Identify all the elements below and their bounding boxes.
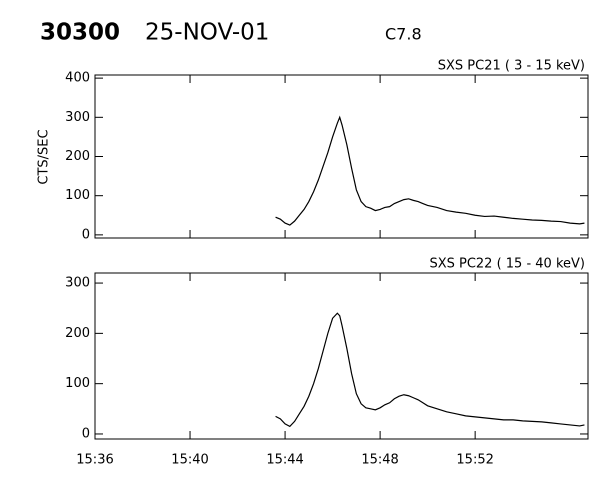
y-axis-label: CTS/SEC bbox=[37, 129, 52, 184]
chart-title: 30300 bbox=[40, 20, 120, 46]
plot-frame bbox=[94, 272, 589, 440]
data-line bbox=[275, 312, 585, 428]
y-tick-label: 400 bbox=[65, 71, 90, 86]
y-tick-label: 300 bbox=[65, 110, 90, 125]
y-tick-label: 100 bbox=[65, 188, 90, 203]
chart-subtitle: 25-NOV-01 bbox=[145, 20, 269, 46]
x-tick-label: 15:36 bbox=[76, 453, 113, 468]
annotation: C7.8 bbox=[385, 25, 422, 44]
y-tick-label: 200 bbox=[65, 326, 90, 341]
y-tick-label: 0 bbox=[82, 426, 90, 441]
x-tick-label: 15:40 bbox=[171, 453, 208, 468]
data-line bbox=[275, 115, 585, 226]
x-tick-label: 15:44 bbox=[266, 453, 303, 468]
x-tick-label: 15:48 bbox=[361, 453, 398, 468]
series-label: SXS PC22 ( 15 - 40 keV) bbox=[429, 257, 585, 272]
series-label: SXS PC21 ( 3 - 15 keV) bbox=[438, 59, 585, 74]
y-tick-label: 200 bbox=[65, 149, 90, 164]
y-tick-label: 300 bbox=[65, 276, 90, 291]
x-tick-label: 15:52 bbox=[456, 453, 493, 468]
y-tick-label: 100 bbox=[65, 376, 90, 391]
y-tick-label: 0 bbox=[82, 227, 90, 242]
